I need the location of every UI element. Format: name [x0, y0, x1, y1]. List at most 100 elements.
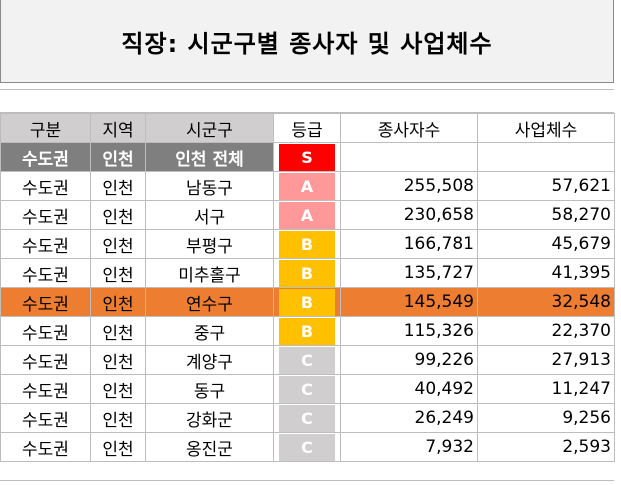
cell-businesses[interactable]: 58,270	[477, 200, 615, 230]
cell-area[interactable]: 인천	[90, 374, 146, 404]
cell-district[interactable]: 계양구	[145, 345, 274, 375]
cell-grade[interactable]: C	[273, 403, 341, 433]
grade-badge: C	[279, 404, 335, 432]
cell-grade[interactable]: A	[273, 200, 341, 230]
total-workers[interactable]	[340, 142, 478, 172]
total-grade-cell[interactable]: S	[273, 142, 341, 172]
table-row: 수도권 인천 계양구 C 99,226 27,913	[0, 345, 615, 375]
cell-district[interactable]: 부평구	[145, 229, 274, 259]
grade-badge: B	[279, 288, 335, 316]
cell-region-group[interactable]: 수도권	[0, 287, 91, 317]
grade-badge: A	[279, 201, 335, 229]
header-row: 구분 지역 시군구 등급 종사자수 사업체수	[0, 113, 615, 143]
cell-district[interactable]: 중구	[145, 316, 274, 346]
table-row: 수도권 인천 옹진군 C 7,932 2,593	[0, 432, 615, 462]
cell-workers[interactable]: 135,727	[340, 258, 478, 288]
sheet-title-text: 직장: 시군구별 종사자 및 사업체수	[121, 29, 493, 58]
cell-region-group[interactable]: 수도권	[0, 403, 91, 433]
grade-badge: B	[279, 317, 335, 345]
header-area[interactable]: 지역	[90, 113, 146, 143]
header-grade[interactable]: 등급	[273, 113, 341, 143]
cell-area[interactable]: 인천	[90, 258, 146, 288]
header-district[interactable]: 시군구	[145, 113, 274, 143]
table-row: 수도권 인천 미추홀구 B 135,727 41,395	[0, 258, 615, 288]
cell-district[interactable]: 서구	[145, 200, 274, 230]
cell-workers[interactable]: 7,932	[340, 432, 478, 462]
table-row: 수도권 인천 남동구 A 255,508 57,621	[0, 171, 615, 201]
grade-badge: B	[279, 230, 335, 258]
cell-district[interactable]: 강화군	[145, 403, 274, 433]
cell-businesses[interactable]: 27,913	[477, 345, 615, 375]
cell-businesses[interactable]: 11,247	[477, 374, 615, 404]
header-workers[interactable]: 종사자수	[340, 113, 478, 143]
cell-area[interactable]: 인천	[90, 287, 146, 317]
cell-businesses[interactable]: 45,679	[477, 229, 615, 259]
cell-district[interactable]: 남동구	[145, 171, 274, 201]
cell-area[interactable]: 인천	[90, 345, 146, 375]
cell-area[interactable]: 인천	[90, 200, 146, 230]
cell-district[interactable]: 옹진군	[145, 432, 274, 462]
cell-businesses[interactable]: 32,548	[477, 287, 615, 317]
header-region-group[interactable]: 구분	[0, 113, 91, 143]
cell-workers[interactable]: 26,249	[340, 403, 478, 433]
cell-workers[interactable]: 40,492	[340, 374, 478, 404]
cell-area[interactable]: 인천	[90, 171, 146, 201]
cell-district[interactable]: 연수구	[145, 287, 274, 317]
cell-businesses[interactable]: 57,621	[477, 171, 615, 201]
sheet-title[interactable]: 직장: 시군구별 종사자 및 사업체수	[0, 0, 614, 83]
cell-businesses[interactable]: 9,256	[477, 403, 615, 433]
header-businesses[interactable]: 사업체수	[477, 113, 615, 143]
table-row: 수도권 인천 부평구 B 166,781 45,679	[0, 229, 615, 259]
table-row: 수도권 인천 서구 A 230,658 58,270	[0, 200, 615, 230]
grade-badge: A	[279, 172, 335, 200]
cell-businesses[interactable]: 41,395	[477, 258, 615, 288]
cell-workers[interactable]: 166,781	[340, 229, 478, 259]
total-district[interactable]: 인천 전체	[145, 142, 274, 172]
data-table: 구분 지역 시군구 등급 종사자수 사업체수 수도권 인천 인천 전체 S 수도…	[0, 113, 615, 462]
cell-district[interactable]: 미추홀구	[145, 258, 274, 288]
cell-area[interactable]: 인천	[90, 316, 146, 346]
table-row: 수도권 인천 중구 B 115,326 22,370	[0, 316, 615, 346]
cell-workers[interactable]: 230,658	[340, 200, 478, 230]
partial-next-row	[0, 480, 614, 485]
cell-region-group[interactable]: 수도권	[0, 229, 91, 259]
cell-workers[interactable]: 99,226	[340, 345, 478, 375]
cell-region-group[interactable]: 수도권	[0, 258, 91, 288]
cell-grade[interactable]: B	[273, 287, 341, 317]
cell-grade[interactable]: B	[273, 316, 341, 346]
grade-badge: C	[279, 346, 335, 374]
cell-region-group[interactable]: 수도권	[0, 374, 91, 404]
empty-row[interactable]	[0, 89, 614, 113]
cell-grade[interactable]: C	[273, 345, 341, 375]
total-businesses[interactable]	[477, 142, 615, 172]
cell-region-group[interactable]: 수도권	[0, 200, 91, 230]
cell-area[interactable]: 인천	[90, 229, 146, 259]
cell-businesses[interactable]: 22,370	[477, 316, 615, 346]
cell-grade[interactable]: B	[273, 258, 341, 288]
table-row: 수도권 인천 강화군 C 26,249 9,256	[0, 403, 615, 433]
cell-district[interactable]: 동구	[145, 374, 274, 404]
cell-workers[interactable]: 145,549	[340, 287, 478, 317]
cell-area[interactable]: 인천	[90, 403, 146, 433]
cell-region-group[interactable]: 수도권	[0, 345, 91, 375]
cell-region-group[interactable]: 수도권	[0, 432, 91, 462]
cell-grade[interactable]: C	[273, 432, 341, 462]
cell-region-group[interactable]: 수도권	[0, 171, 91, 201]
cell-workers[interactable]: 255,508	[340, 171, 478, 201]
total-region-group[interactable]: 수도권	[0, 142, 91, 172]
grade-badge: C	[279, 433, 335, 461]
cell-businesses[interactable]: 2,593	[477, 432, 615, 462]
cell-grade[interactable]: C	[273, 374, 341, 404]
cell-workers[interactable]: 115,326	[340, 316, 478, 346]
grade-badge: S	[279, 143, 335, 171]
total-row: 수도권 인천 인천 전체 S	[0, 142, 615, 172]
grade-badge: C	[279, 375, 335, 403]
cell-grade[interactable]: A	[273, 171, 341, 201]
grade-badge: B	[279, 259, 335, 287]
total-area[interactable]: 인천	[90, 142, 146, 172]
table-row: 수도권 인천 동구 C 40,492 11,247	[0, 374, 615, 404]
cell-region-group[interactable]: 수도권	[0, 316, 91, 346]
cell-grade[interactable]: B	[273, 229, 341, 259]
table-row: 수도권 인천 연수구 B 145,549 32,548	[0, 287, 615, 317]
cell-area[interactable]: 인천	[90, 432, 146, 462]
